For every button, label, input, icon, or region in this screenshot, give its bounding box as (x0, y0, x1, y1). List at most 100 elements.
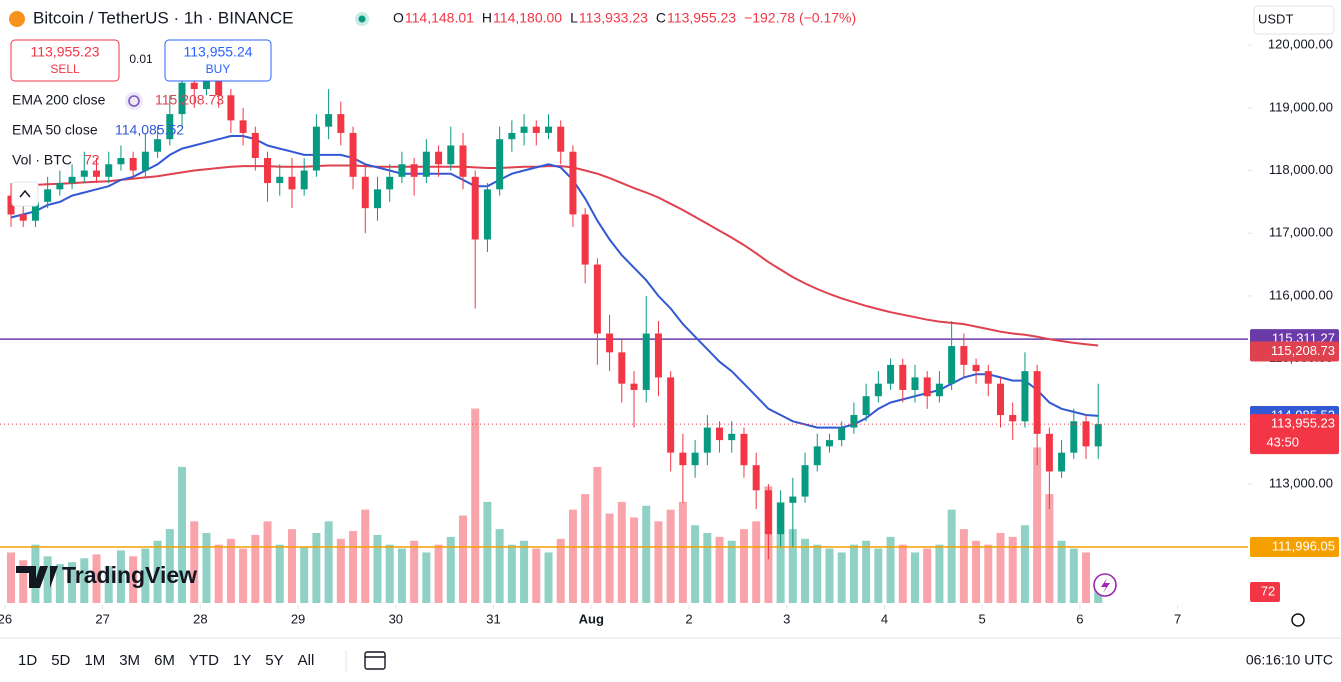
volume-bar (739, 529, 748, 603)
range-button[interactable]: All (298, 652, 315, 669)
volume-bar (862, 540, 871, 603)
candle-body (166, 114, 174, 140)
volume-bar (910, 552, 919, 603)
volume-bar (178, 466, 187, 603)
volume-bar (55, 564, 64, 603)
candle-body (569, 151, 577, 215)
buy-price[interactable]: 113,955.24 (183, 44, 252, 60)
x-tick-label: 4 (881, 611, 888, 626)
candle-body (862, 396, 870, 416)
range-button[interactable]: 1D (18, 652, 37, 669)
volume-bar (116, 550, 125, 603)
candle-body (19, 214, 27, 221)
candle-body (1045, 433, 1053, 472)
candle-body (264, 157, 272, 184)
calendar-icon[interactable] (364, 651, 386, 670)
candle-body (593, 264, 601, 334)
settings-icon[interactable] (1291, 613, 1305, 627)
range-button[interactable]: 1Y (233, 652, 251, 669)
candle-body (508, 132, 516, 140)
alert-bolt[interactable] (1101, 578, 1110, 593)
candle-body (56, 183, 64, 190)
range-button[interactable]: 5Y (265, 652, 283, 669)
ohlc: O 114,148.01 H 114,180.00 L 113,933.23 C 113,95… (393, 10, 856, 26)
volume-bar (483, 501, 492, 603)
range-button[interactable]: 5D (51, 652, 70, 669)
volume-bar (849, 544, 858, 603)
volume-bar (898, 544, 907, 603)
candle-body (459, 145, 467, 177)
candle-body (202, 76, 210, 90)
volume-bar (532, 548, 541, 603)
volume-value: 72 (84, 152, 100, 168)
sell-button[interactable] (10, 39, 120, 82)
volume-bar (422, 552, 431, 603)
volume-bar (312, 533, 321, 603)
y-tick-label: 120,000.00 (1268, 37, 1333, 52)
logo-text: TradingView (62, 562, 197, 588)
candle-body (349, 132, 357, 177)
bitcoin-icon (9, 11, 25, 27)
y-tick-label: 113,000.00 (1269, 475, 1333, 490)
candle-body (1009, 415, 1017, 422)
loading-ring (128, 95, 140, 107)
x-tick-label: 7 (1174, 611, 1181, 626)
candle-body (410, 164, 418, 177)
x-tick-label: 3 (783, 611, 790, 626)
ema-label: 115,208.73 (1271, 343, 1335, 358)
currency-box[interactable] (1253, 5, 1335, 35)
candle-body (874, 383, 882, 397)
collapse-icon[interactable] (19, 189, 31, 198)
volume-bar (642, 505, 651, 603)
volume-bar (947, 509, 956, 603)
candle-body (691, 452, 699, 466)
volume-bar (361, 509, 370, 603)
candle-body (948, 346, 956, 384)
candle-body (887, 364, 895, 384)
volume-bar (556, 538, 565, 603)
ohlc-key: L (570, 10, 578, 26)
candle-body (31, 201, 39, 221)
candle-body (752, 465, 760, 491)
candle-body (93, 170, 101, 177)
candle-body (984, 371, 992, 384)
volume-bar (275, 544, 284, 603)
buy-button[interactable] (164, 39, 272, 82)
ohlc-value: 114,180.00 (493, 10, 562, 26)
candle-body (300, 170, 308, 190)
x-tick-label: 5 (979, 611, 986, 626)
volume-bar (495, 529, 504, 603)
quantity[interactable]: 0.01 (129, 52, 153, 66)
buy-label[interactable]: BUY (206, 62, 231, 76)
range-button[interactable]: YTD (189, 652, 219, 669)
volume-bar (434, 544, 443, 603)
price-label-box (1250, 414, 1339, 455)
currency[interactable]: USDT (1258, 11, 1293, 26)
y-tick-label: 116,000.00 (1269, 287, 1333, 302)
candle-body (80, 170, 88, 177)
volume-bar (226, 538, 235, 603)
volume-bar (324, 521, 333, 603)
volume-bar (263, 521, 272, 603)
sell-price[interactable]: 113,955.23 (30, 44, 99, 60)
volume-bar (593, 466, 602, 603)
collapse-button[interactable] (11, 181, 39, 207)
countdown: 43:50 (1266, 435, 1299, 450)
sell-label[interactable]: SELL (50, 62, 80, 76)
change: −192.78 (−0.17%) (744, 10, 856, 26)
y-tick-label: 119,000.00 (1269, 99, 1333, 114)
volume-bar (1008, 536, 1017, 603)
volume-bar (214, 544, 223, 603)
range-button[interactable]: 1M (84, 652, 105, 669)
candle-body (1070, 421, 1078, 453)
candle-body (325, 114, 333, 127)
candle-body (642, 333, 650, 390)
hline-label: 111,996.05 (1272, 538, 1335, 553)
candle-body (960, 346, 968, 365)
volume-bar (373, 534, 382, 603)
range-button[interactable]: 3M (119, 652, 140, 669)
ema200-name: EMA 200 close (12, 92, 106, 108)
volume-bar (1033, 447, 1042, 603)
range-button[interactable]: 6M (154, 652, 175, 669)
symbol-title: Bitcoin / TetherUS · 1h · BINANCE (33, 8, 293, 27)
